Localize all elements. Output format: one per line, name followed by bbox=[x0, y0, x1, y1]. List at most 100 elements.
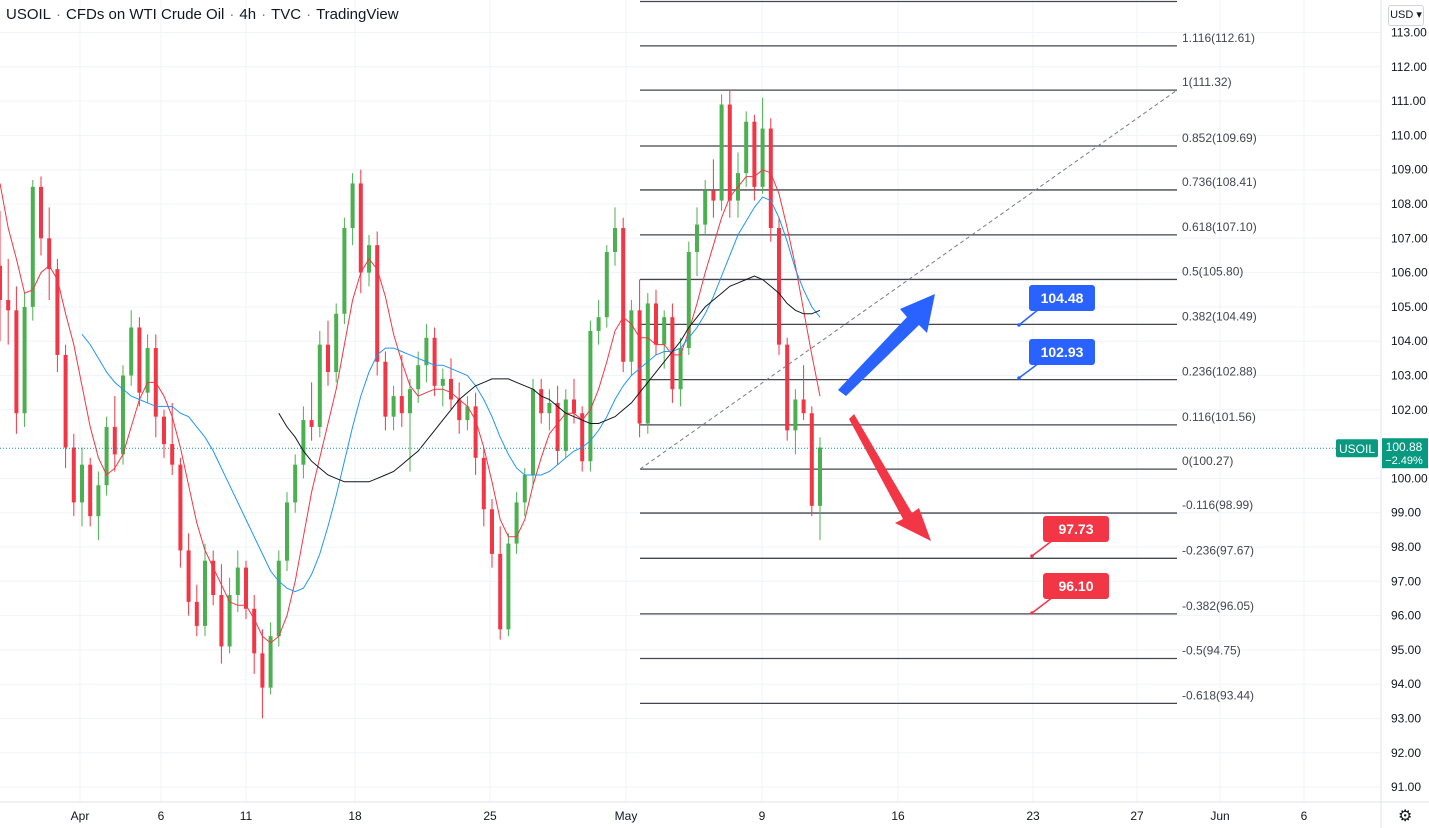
candle-body bbox=[235, 567, 240, 596]
gear-icon[interactable]: ⚙ bbox=[1398, 808, 1413, 825]
candle bbox=[186, 533, 191, 616]
candle bbox=[63, 344, 68, 469]
candle bbox=[563, 389, 568, 458]
callout-text: 96.10 bbox=[1058, 578, 1093, 594]
header-separator: · bbox=[229, 6, 235, 23]
currency-button[interactable]: USD ▾ bbox=[1388, 5, 1424, 26]
candle-body bbox=[186, 550, 191, 602]
fib-level-label: 0.236(102.88) bbox=[1182, 365, 1257, 379]
fib-level-label: -0.116(98.99) bbox=[1182, 498, 1253, 512]
fibonacci-retracement[interactable]: 1.116(112.61) 1(111.32) 0.852(109.69) 0.736… bbox=[640, 0, 1257, 705]
candle-body bbox=[777, 228, 781, 345]
candle-body bbox=[678, 348, 683, 390]
down-arrow-icon[interactable] bbox=[849, 414, 931, 541]
candle-body bbox=[104, 426, 109, 486]
drawings[interactable] bbox=[639, 89, 1178, 541]
up-arrow-icon[interactable] bbox=[838, 294, 935, 396]
candle bbox=[301, 406, 306, 479]
trend-line-dashed[interactable] bbox=[639, 89, 1178, 470]
fib-level-label: 0.736(108.41) bbox=[1182, 175, 1257, 189]
y-tick-label: 93.00 bbox=[1391, 712, 1421, 726]
candle-body bbox=[219, 595, 224, 647]
y-tick-label: 104.00 bbox=[1391, 334, 1428, 348]
price-target-label[interactable]: 102.93 bbox=[1017, 339, 1095, 380]
candle bbox=[145, 334, 150, 403]
price-target-label[interactable]: 96.10 bbox=[1030, 573, 1109, 615]
moving-average-line bbox=[0, 169, 821, 644]
candle bbox=[424, 324, 429, 383]
candle bbox=[235, 550, 240, 613]
candle-body bbox=[260, 653, 265, 688]
candle bbox=[153, 334, 158, 438]
fib-level-label: 0(100.27) bbox=[1182, 454, 1233, 468]
moving-average-line bbox=[278, 275, 821, 483]
symbol-tag bbox=[1336, 439, 1378, 458]
candle-body bbox=[744, 121, 749, 174]
candle bbox=[112, 396, 117, 472]
candle-body bbox=[588, 330, 593, 462]
price-target-label[interactable]: 97.73 bbox=[1030, 516, 1109, 558]
fib-level-label: 0.852(109.69) bbox=[1182, 131, 1257, 145]
chart-grid bbox=[0, 0, 1380, 802]
candle bbox=[408, 378, 412, 472]
candle-body bbox=[522, 474, 527, 503]
y-tick-label: 113.00 bbox=[1391, 26, 1427, 40]
y-tick-label: 98.00 bbox=[1391, 540, 1421, 554]
candle bbox=[30, 179, 35, 321]
candle bbox=[686, 241, 691, 355]
candle-body bbox=[662, 317, 667, 345]
candle-body bbox=[227, 595, 232, 647]
candle bbox=[194, 584, 199, 637]
candle-body bbox=[449, 378, 453, 400]
callout-text: 102.93 bbox=[1041, 344, 1084, 360]
candle bbox=[490, 498, 494, 568]
fib-level-label: 0.382(104.49) bbox=[1182, 309, 1257, 323]
candle-body bbox=[801, 399, 806, 414]
candle-body bbox=[317, 344, 322, 427]
candle bbox=[752, 114, 757, 201]
candle-body bbox=[572, 399, 576, 414]
candle-body bbox=[440, 378, 445, 386]
candle bbox=[244, 560, 248, 620]
candle bbox=[432, 327, 437, 397]
x-tick-label: 9 bbox=[759, 809, 766, 823]
candle bbox=[39, 176, 43, 256]
moving-averages bbox=[0, 169, 821, 644]
symbol-name[interactable]: USOIL bbox=[6, 6, 52, 23]
callout-point bbox=[1030, 611, 1034, 615]
x-tick-label: 6 bbox=[1301, 809, 1308, 823]
callout-box bbox=[1043, 573, 1109, 599]
candle bbox=[342, 217, 347, 325]
candle bbox=[506, 533, 511, 637]
callout-pointer bbox=[1031, 539, 1054, 557]
y-tick-label: 91.00 bbox=[1391, 780, 1421, 794]
candle bbox=[440, 368, 445, 407]
callout-point bbox=[1017, 376, 1021, 380]
target-labels[interactable]: 104.48 102.93 97.73 96.10 bbox=[1017, 285, 1109, 615]
candle bbox=[596, 300, 601, 345]
candle bbox=[588, 320, 593, 472]
candle-body bbox=[785, 344, 790, 431]
candle-body bbox=[285, 502, 289, 561]
candle bbox=[88, 457, 93, 527]
fib-level-label: 1(111.32) bbox=[1182, 75, 1232, 89]
y-tick-label: 110.00 bbox=[1391, 128, 1427, 142]
candle-body bbox=[686, 252, 691, 349]
candle-body bbox=[112, 426, 117, 455]
price-target-label[interactable]: 104.48 bbox=[1017, 285, 1095, 327]
candle bbox=[457, 382, 462, 434]
x-tick-label: 27 bbox=[1130, 809, 1144, 823]
x-tick-label: 6 bbox=[158, 809, 165, 823]
header-separator: · bbox=[56, 6, 62, 23]
currency-label: USD bbox=[1390, 9, 1414, 21]
candle bbox=[14, 286, 19, 434]
symbol-tag-text: USOIL bbox=[1339, 442, 1375, 456]
candle bbox=[326, 320, 330, 386]
candle-body bbox=[481, 457, 486, 510]
candle bbox=[47, 207, 52, 301]
fib-level-label: -0.236(97.67) bbox=[1182, 543, 1254, 557]
price-tag-value: 100.88 bbox=[1386, 440, 1423, 454]
interval-label[interactable]: 4h bbox=[239, 6, 257, 23]
